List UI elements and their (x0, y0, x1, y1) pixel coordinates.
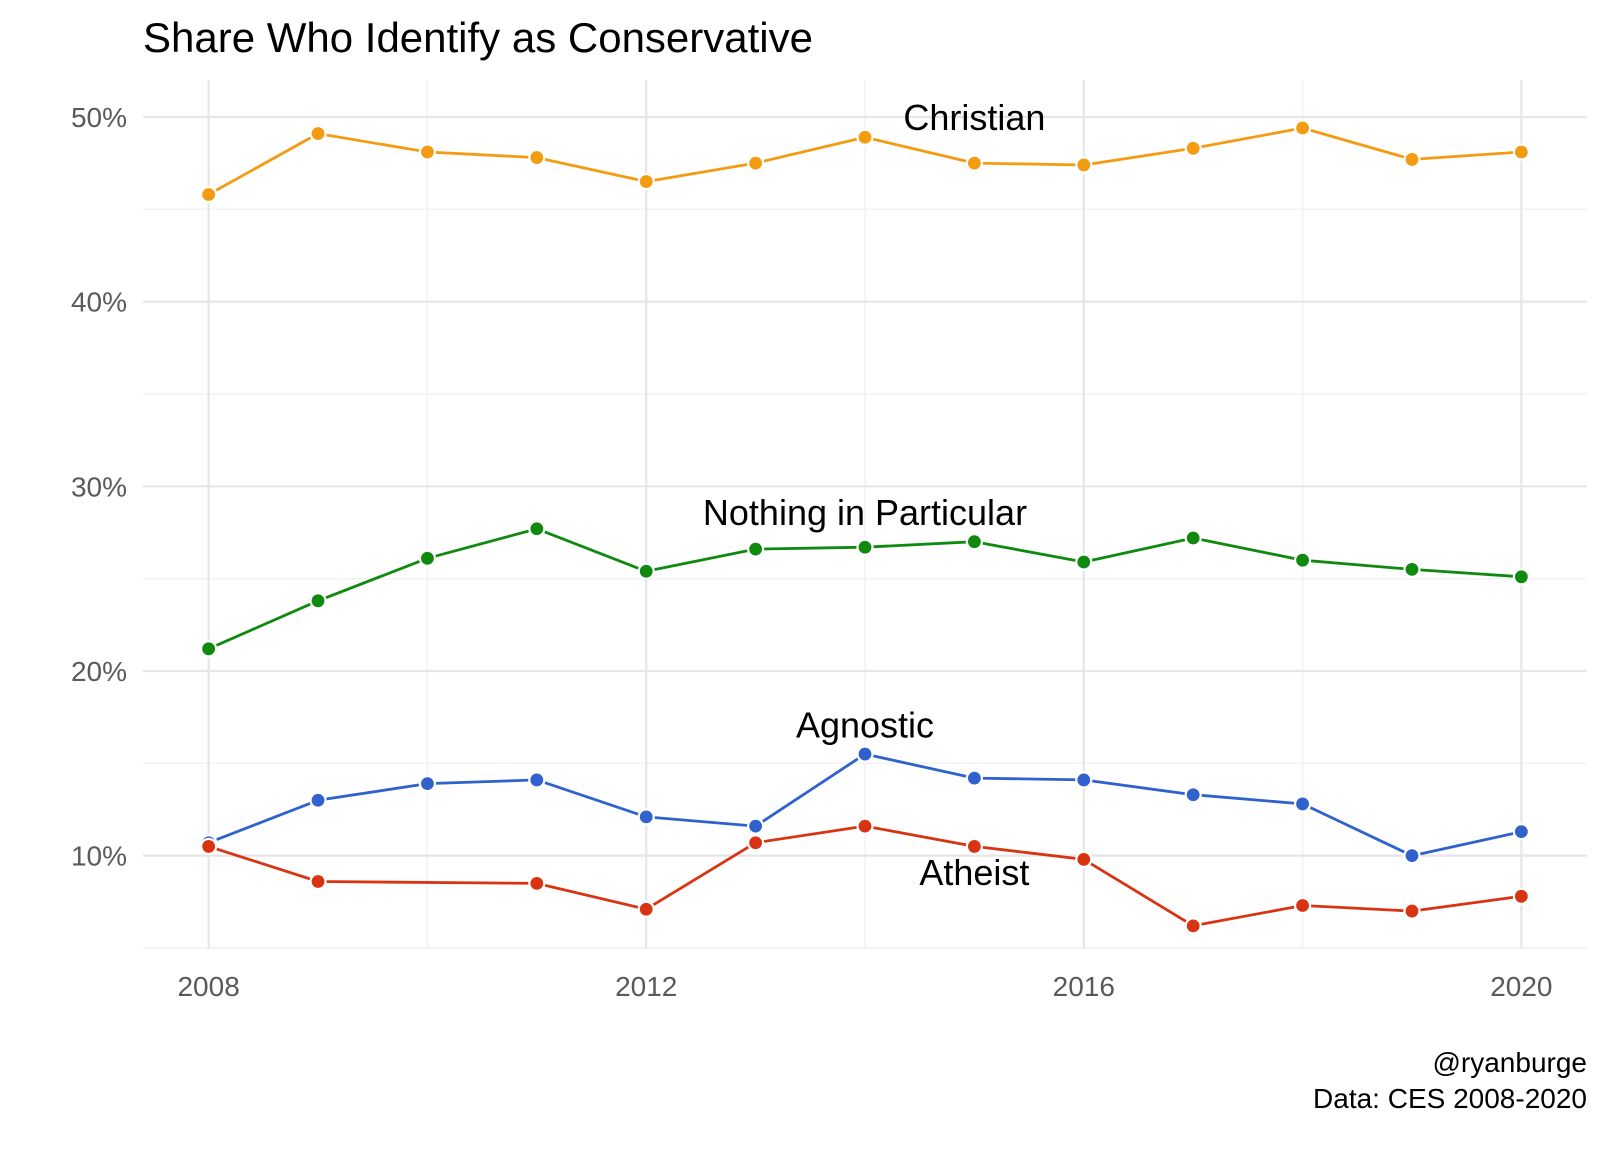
data-point-atheist (200, 837, 218, 856)
data-point-nothing-in-particular (747, 540, 765, 558)
data-point-nothing-in-particular (1403, 560, 1421, 579)
data-point-christian (965, 154, 983, 172)
data-point-christian (1293, 119, 1312, 137)
data-point-agnostic (309, 791, 327, 809)
major-gridlines (143, 80, 1587, 948)
caption-source: Data: CES 2008-2020 (1313, 1083, 1587, 1114)
data-point-nothing-in-particular (1293, 551, 1312, 569)
data-point-atheist (1293, 896, 1312, 915)
data-point-agnostic (1512, 823, 1530, 841)
chart-title: Share Who Identify as Conservative (143, 14, 813, 61)
data-point-agnostic (747, 817, 765, 835)
caption-handle: @ryanburge (1432, 1047, 1587, 1078)
y-tick-label: 10% (71, 841, 127, 872)
data-point-nothing-in-particular (1075, 553, 1093, 571)
data-point-nothing-in-particular (856, 538, 874, 556)
data-point-agnostic (1184, 786, 1202, 804)
data-point-christian (856, 128, 874, 146)
series-layer (200, 119, 1530, 935)
data-point-christian (309, 124, 327, 143)
x-tick-label: 2016 (1053, 971, 1115, 1002)
series-label-nothing-in-particular: Nothing in Particular (703, 492, 1027, 533)
data-point-nothing-in-particular (637, 562, 655, 580)
series-atheist (200, 817, 1530, 935)
data-point-nothing-in-particular (309, 592, 327, 610)
minor-gridlines (143, 80, 1587, 949)
data-point-nothing-in-particular (200, 640, 218, 658)
data-point-atheist (965, 837, 983, 856)
data-point-nothing-in-particular (965, 533, 983, 551)
data-point-christian (1512, 143, 1530, 161)
data-point-christian (528, 148, 546, 167)
y-tick-label: 40% (71, 287, 127, 318)
data-point-atheist (1403, 902, 1421, 920)
series-label-agnostic: Agnostic (796, 704, 934, 745)
data-point-agnostic (965, 769, 983, 787)
series-christian (200, 119, 1530, 204)
data-point-agnostic (1075, 771, 1093, 789)
data-point-christian (1403, 150, 1421, 169)
series-label-atheist: Atheist (919, 852, 1029, 893)
series-label-christian: Christian (903, 97, 1045, 138)
data-point-atheist (1075, 850, 1093, 868)
data-point-atheist (528, 874, 546, 892)
y-tick-label: 20% (71, 656, 127, 687)
data-point-atheist (747, 834, 765, 852)
data-point-nothing-in-particular (1512, 568, 1530, 586)
data-point-atheist (1512, 887, 1530, 905)
x-axis-tick-labels: 2008 2012 2016 2020 (177, 971, 1552, 1002)
data-point-christian (1184, 139, 1202, 157)
data-point-agnostic (856, 745, 874, 763)
data-point-christian (418, 143, 437, 161)
data-point-nothing-in-particular (418, 549, 437, 567)
series-nothing-in-particular (200, 520, 1530, 658)
data-point-agnostic (418, 775, 437, 793)
x-tick-label: 2020 (1490, 971, 1552, 1002)
data-point-atheist (309, 872, 327, 891)
y-axis-tick-labels: 10% 20% 30% 40% 50% (71, 102, 127, 872)
x-tick-label: 2008 (177, 971, 239, 1002)
data-point-nothing-in-particular (528, 520, 546, 538)
data-point-agnostic (528, 771, 546, 789)
y-tick-label: 30% (71, 471, 127, 502)
series-agnostic (200, 745, 1530, 865)
data-point-atheist (637, 900, 655, 918)
data-point-christian (747, 154, 765, 172)
data-point-agnostic (1403, 847, 1421, 865)
data-point-agnostic (637, 808, 655, 826)
data-point-atheist (856, 817, 874, 835)
data-point-atheist (1184, 917, 1202, 935)
data-point-agnostic (1293, 795, 1312, 813)
x-tick-label: 2012 (615, 971, 677, 1002)
data-point-christian (1075, 156, 1093, 174)
y-tick-label: 50% (71, 102, 127, 133)
series-labels: Christian Nothing in Particular Agnostic At… (703, 97, 1046, 893)
data-point-christian (637, 172, 655, 191)
series-line-atheist (208, 824, 1522, 928)
data-point-nothing-in-particular (1184, 529, 1202, 547)
data-point-christian (200, 185, 218, 204)
